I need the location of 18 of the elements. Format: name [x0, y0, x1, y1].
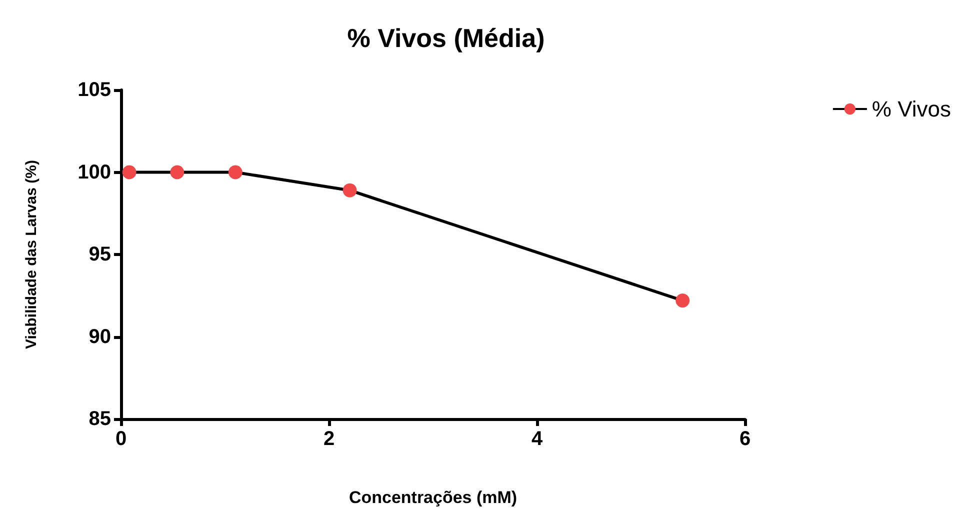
point	[342, 183, 357, 198]
y-tick-label: 100	[78, 161, 111, 184]
x-tick-label: 2	[323, 428, 335, 450]
point	[122, 165, 136, 180]
point	[676, 294, 690, 308]
x-tick-label: 0	[115, 428, 127, 450]
y-axis-title: Viabilidade das Larvas (%)	[23, 160, 40, 349]
legend-label: % Vivos	[872, 96, 952, 122]
y-tick-label: 85	[88, 408, 111, 430]
y-tick-label: 105	[78, 79, 111, 101]
x-tick-label: 4	[531, 428, 544, 450]
chart-title: % Vivos (Média)	[347, 23, 545, 53]
y-tick-label: 95	[88, 244, 111, 266]
point	[170, 165, 184, 180]
point	[228, 165, 242, 180]
x-axis-title: Concentrações (mM)	[348, 488, 518, 507]
x-tick-label: 6	[739, 428, 751, 450]
y-tick-label: 90	[88, 326, 111, 348]
